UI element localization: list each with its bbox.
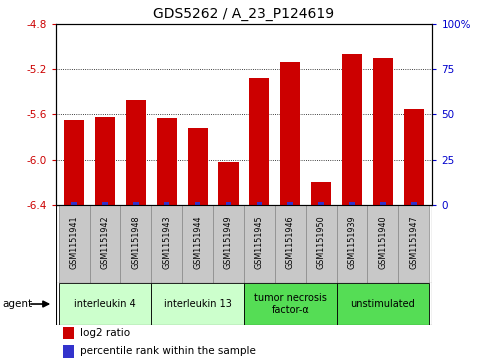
Bar (151, 205, 182, 283)
Bar (349, 202, 355, 205)
Bar (218, 162, 239, 205)
Text: interleukin 13: interleukin 13 (164, 299, 231, 309)
Bar (318, 202, 324, 205)
Bar (182, 205, 213, 283)
Text: interleukin 4: interleukin 4 (74, 299, 136, 309)
Bar (337, 205, 368, 283)
Text: log2 ratio: log2 ratio (80, 328, 130, 338)
Text: GSM1151950: GSM1151950 (317, 216, 326, 269)
Bar (244, 205, 275, 283)
Title: GDS5262 / A_23_P124619: GDS5262 / A_23_P124619 (154, 7, 335, 21)
Bar (244, 283, 337, 325)
Bar (151, 283, 244, 325)
Text: unstimulated: unstimulated (351, 299, 415, 309)
Bar (64, 120, 84, 205)
Bar (58, 205, 89, 283)
Bar (63, 345, 74, 358)
Bar (380, 202, 385, 205)
Text: GSM1151939: GSM1151939 (347, 216, 356, 269)
Bar (133, 202, 139, 205)
Bar (280, 62, 300, 205)
Text: GSM1151949: GSM1151949 (224, 216, 233, 269)
Bar (187, 128, 208, 205)
Bar (213, 205, 244, 283)
Bar (102, 202, 108, 205)
Bar (342, 54, 362, 205)
Bar (226, 202, 231, 205)
Text: GSM1151940: GSM1151940 (378, 216, 387, 269)
Text: percentile rank within the sample: percentile rank within the sample (80, 346, 256, 356)
Text: GSM1151943: GSM1151943 (162, 216, 171, 269)
Text: GSM1151948: GSM1151948 (131, 216, 141, 269)
Text: tumor necrosis
factor-α: tumor necrosis factor-α (254, 293, 327, 315)
Bar (337, 283, 429, 325)
Text: GSM1151942: GSM1151942 (100, 216, 110, 269)
Bar (275, 205, 306, 283)
Bar (195, 202, 200, 205)
Bar (126, 99, 146, 205)
Bar (58, 283, 151, 325)
Text: GSM1151947: GSM1151947 (409, 216, 418, 269)
Bar (398, 205, 429, 283)
Bar (368, 205, 398, 283)
Bar (287, 202, 293, 205)
Bar (89, 205, 120, 283)
Text: GSM1151945: GSM1151945 (255, 216, 264, 269)
Bar (63, 327, 74, 339)
Bar (164, 202, 170, 205)
Bar (249, 78, 270, 205)
Bar (95, 117, 115, 205)
Text: GSM1151944: GSM1151944 (193, 216, 202, 269)
Bar (311, 183, 331, 205)
Text: GSM1151941: GSM1151941 (70, 216, 79, 269)
Text: agent: agent (2, 299, 32, 309)
Text: GSM1151946: GSM1151946 (286, 216, 295, 269)
Bar (256, 202, 262, 205)
Bar (404, 109, 424, 205)
Bar (120, 205, 151, 283)
Bar (156, 118, 177, 205)
Bar (373, 58, 393, 205)
Bar (411, 202, 416, 205)
Bar (71, 202, 77, 205)
Bar (306, 205, 337, 283)
